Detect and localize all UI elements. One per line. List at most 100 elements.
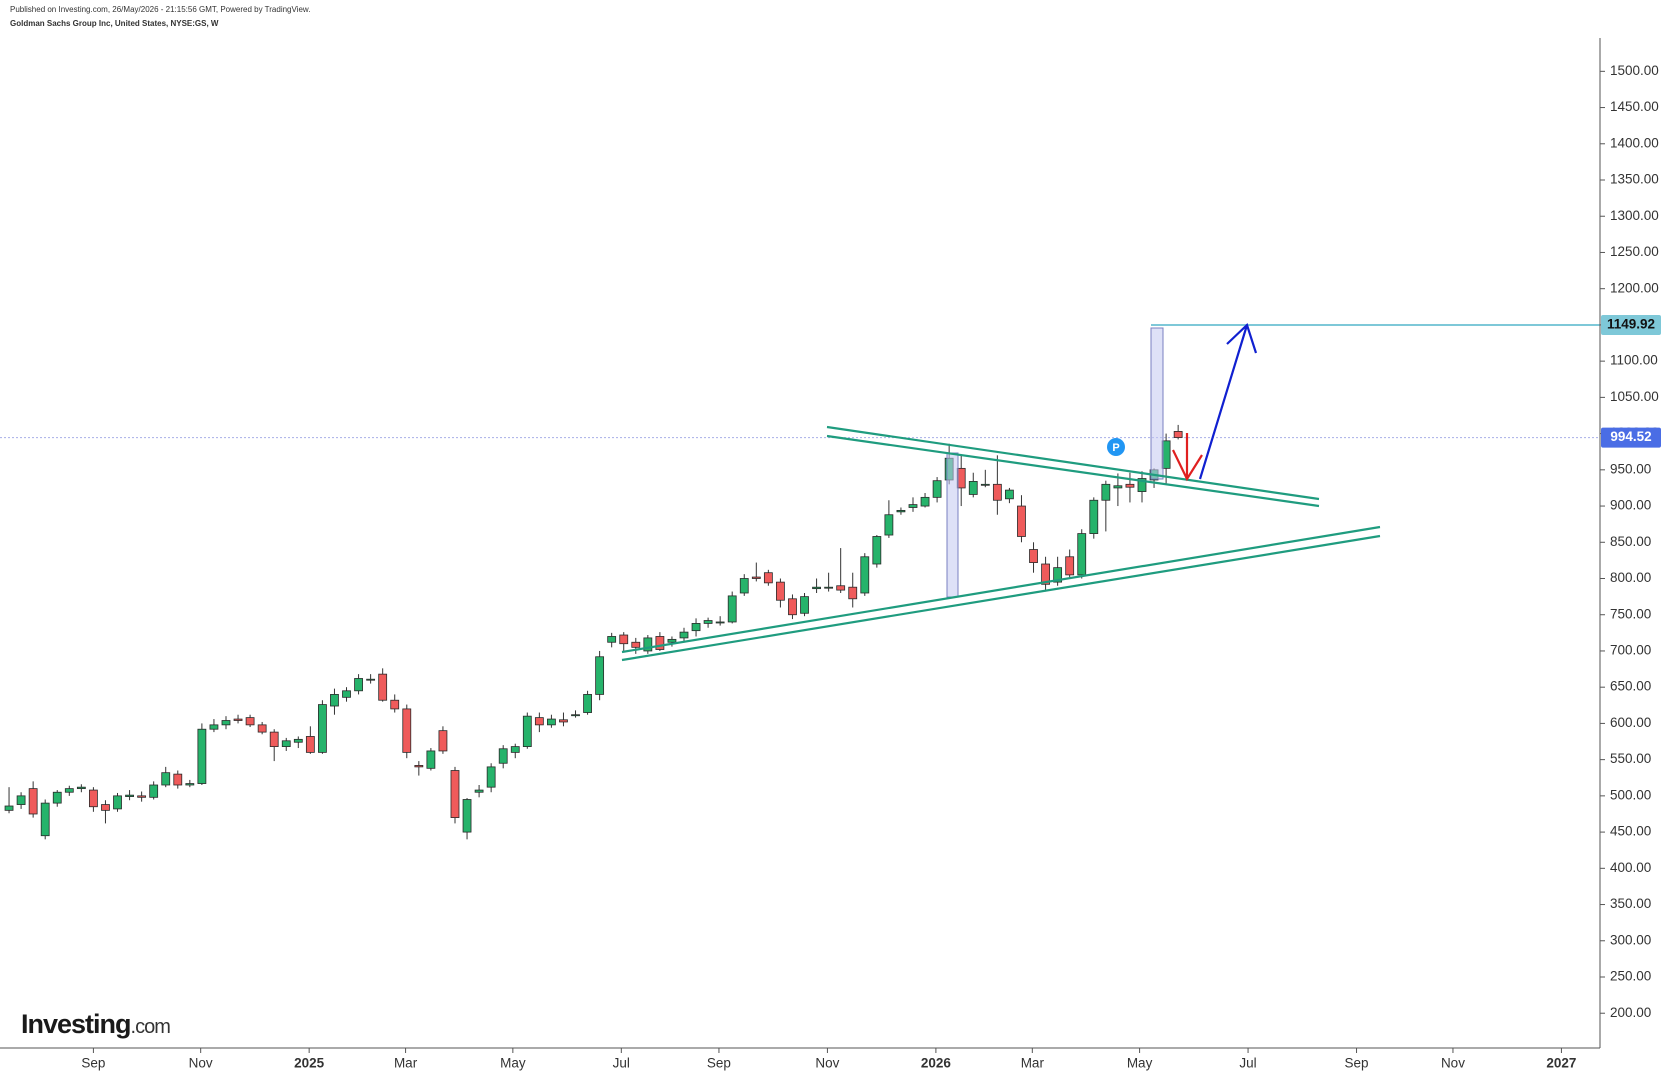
annotations: P: [621, 322, 1381, 662]
candle-body: [631, 641, 641, 648]
candle-body: [16, 795, 26, 805]
target-price-label: 1149.92: [1607, 317, 1655, 332]
candle-body: [510, 746, 520, 753]
candle-body: [209, 724, 219, 730]
x-tick-label: May: [500, 1056, 526, 1071]
candle-body: [281, 740, 291, 747]
candle-body: [751, 576, 761, 579]
candle-body: [378, 673, 388, 701]
candle-body: [607, 636, 617, 643]
candle-body: [715, 621, 725, 624]
trend-line: [826, 434, 1320, 508]
down-arrow: [1172, 433, 1203, 482]
candle-body: [197, 728, 207, 784]
y-tick-label: 1300.00: [1610, 208, 1659, 223]
y-tick-label: 300.00: [1610, 932, 1651, 947]
candle-body: [547, 718, 556, 726]
candle-body: [76, 786, 86, 790]
candle-body: [776, 581, 785, 601]
candle-body: [872, 536, 882, 565]
candle-body: [1125, 483, 1135, 488]
instrument: Goldman Sachs Group Inc, United States, …: [10, 19, 219, 28]
candle-body: [342, 690, 351, 698]
candle-body: [486, 766, 496, 788]
candle-body: [522, 715, 532, 747]
candle-body: [221, 720, 231, 726]
y-tick-label: 500.00: [1610, 787, 1651, 802]
published-note: Published on Investing.com, 26/May/2026 …: [10, 5, 310, 14]
y-tick-label: 600.00: [1610, 715, 1651, 730]
target-price-box: [1601, 314, 1661, 335]
candle-body: [908, 504, 918, 508]
x-tick-label: Jul: [1239, 1056, 1256, 1071]
y-tick-label: 850.00: [1610, 534, 1651, 549]
last-price-label: 994.52: [1610, 429, 1651, 444]
candle-body: [812, 586, 821, 590]
y-tick-label: 1350.00: [1610, 172, 1659, 187]
candle-body: [161, 772, 171, 786]
x-tick-label: 2026: [921, 1056, 952, 1071]
candle-body: [992, 483, 1002, 501]
candle-body: [932, 480, 942, 498]
candle-body: [763, 572, 773, 584]
candle-body: [739, 578, 749, 594]
candle-body: [149, 784, 159, 798]
candle-body: [113, 795, 122, 810]
trend-line: [826, 425, 1320, 501]
candle-body: [450, 770, 460, 818]
candle-body: [414, 765, 424, 768]
x-tick-label: 2025: [294, 1056, 325, 1071]
candle-body: [534, 717, 544, 726]
candle-body: [559, 719, 568, 723]
up-arrow: [1198, 322, 1258, 480]
y-tick-label: 1500.00: [1610, 63, 1659, 78]
candle-body: [1041, 563, 1050, 585]
candle-body: [920, 496, 930, 507]
candle-body: [52, 791, 62, 804]
candle-body: [619, 634, 629, 645]
candle-body: [1137, 478, 1147, 492]
x-tick-label: Sep: [1345, 1056, 1369, 1071]
range-box: [1150, 327, 1164, 480]
candle-body: [64, 788, 74, 793]
candle-body: [571, 714, 580, 717]
candle-body: [474, 789, 484, 793]
candle-body: [293, 738, 303, 743]
plot-layer: [0, 323, 1600, 840]
candle-body: [498, 748, 508, 764]
y-tick-label: 450.00: [1610, 824, 1651, 839]
candle-body: [390, 699, 400, 710]
candle-body: [305, 736, 315, 753]
candle-body: [643, 637, 653, 652]
y-tick-label: 1450.00: [1610, 99, 1659, 114]
candle-body: [884, 514, 894, 536]
y-tick-label: 200.00: [1610, 1005, 1651, 1020]
y-tick-label: 650.00: [1610, 679, 1651, 694]
badge: [1107, 438, 1125, 456]
x-tick-label: Nov: [1441, 1056, 1465, 1071]
badge-label: P: [1112, 442, 1119, 454]
candle-body: [703, 620, 713, 624]
candle-body: [824, 586, 834, 589]
candle-body: [1101, 483, 1111, 501]
candle-body: [848, 586, 858, 600]
trend-line: [621, 534, 1381, 662]
x-tick-label: Sep: [707, 1056, 731, 1071]
candle-body: [1173, 431, 1183, 438]
candle-body: [667, 638, 677, 643]
candle-body: [245, 717, 255, 726]
candle-body: [257, 724, 267, 733]
y-tick-label: 950.00: [1610, 461, 1651, 476]
candle-body: [330, 694, 339, 707]
y-tick-label: 1100.00: [1610, 353, 1658, 368]
x-tick-label: Jul: [613, 1056, 630, 1071]
candle-body: [1089, 499, 1099, 534]
candle-body: [137, 795, 147, 798]
candle-body: [1065, 556, 1075, 576]
x-tick-label: May: [1127, 1056, 1153, 1071]
candle-body: [89, 789, 98, 808]
y-tick-label: 400.00: [1610, 860, 1651, 875]
trend-line: [621, 525, 1381, 654]
candle-body: [1005, 489, 1014, 500]
candle-body: [185, 783, 195, 786]
